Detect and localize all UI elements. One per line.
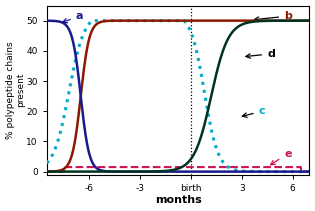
Text: c: c [242, 106, 265, 117]
Text: b: b [254, 11, 292, 21]
Text: d: d [246, 49, 275, 59]
Text: e: e [271, 149, 292, 165]
Y-axis label: % polypeptide chains
present: % polypeptide chains present [6, 41, 25, 139]
X-axis label: months: months [155, 195, 202, 206]
Text: a: a [63, 11, 83, 23]
